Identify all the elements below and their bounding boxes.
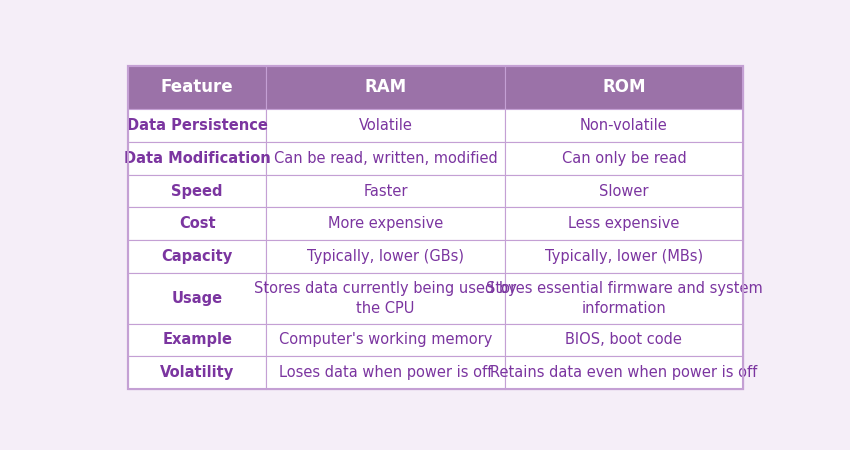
Text: ROM: ROM [602,78,646,96]
Bar [505,142,743,175]
Bar [128,273,266,324]
Text: Less expensive: Less expensive [569,216,680,231]
Text: More expensive: More expensive [328,216,443,231]
Text: Cost: Cost [178,216,216,231]
Bar [505,175,743,207]
Text: Slower: Slower [599,184,649,198]
Text: Data Persistence: Data Persistence [127,118,268,133]
Text: Example: Example [162,333,232,347]
Bar [128,175,266,207]
Bar [128,356,266,389]
Text: Retains data even when power is off: Retains data even when power is off [490,365,757,380]
Bar [505,273,743,324]
Bar [266,142,505,175]
Text: Non-volatile: Non-volatile [580,118,668,133]
Bar [128,324,266,356]
Text: RAM: RAM [365,78,406,96]
Text: Stores essential firmware and system
information: Stores essential firmware and system inf… [485,281,762,315]
Text: Feature: Feature [161,78,234,96]
Bar [266,356,505,389]
Bar [505,207,743,240]
Text: Can only be read: Can only be read [562,151,686,166]
Bar [128,109,266,142]
Text: Typically, lower (MBs): Typically, lower (MBs) [545,249,703,264]
Bar [266,109,505,142]
Text: Can be read, written, modified: Can be read, written, modified [274,151,497,166]
Text: Loses data when power is off: Loses data when power is off [279,365,492,380]
Bar [266,273,505,324]
Text: Typically, lower (GBs): Typically, lower (GBs) [307,249,464,264]
Bar [128,142,266,175]
Bar [505,240,743,273]
Bar [128,66,266,109]
Bar [266,66,505,109]
Bar [266,207,505,240]
Text: BIOS, boot code: BIOS, boot code [565,333,683,347]
Text: Faster: Faster [363,184,408,198]
Bar [505,66,743,109]
Bar [128,240,266,273]
Bar [266,324,505,356]
Text: Stores data currently being used by
the CPU: Stores data currently being used by the … [254,281,517,315]
Text: Data Modification: Data Modification [124,151,270,166]
Text: Capacity: Capacity [162,249,233,264]
Text: Volatile: Volatile [359,118,412,133]
Bar [266,240,505,273]
Text: Speed: Speed [172,184,223,198]
Bar [266,175,505,207]
Text: Volatility: Volatility [160,365,235,380]
Text: Computer's working memory: Computer's working memory [279,333,492,347]
Bar [505,324,743,356]
Text: Usage: Usage [172,291,223,306]
Bar [128,207,266,240]
Bar [505,356,743,389]
Bar [505,109,743,142]
